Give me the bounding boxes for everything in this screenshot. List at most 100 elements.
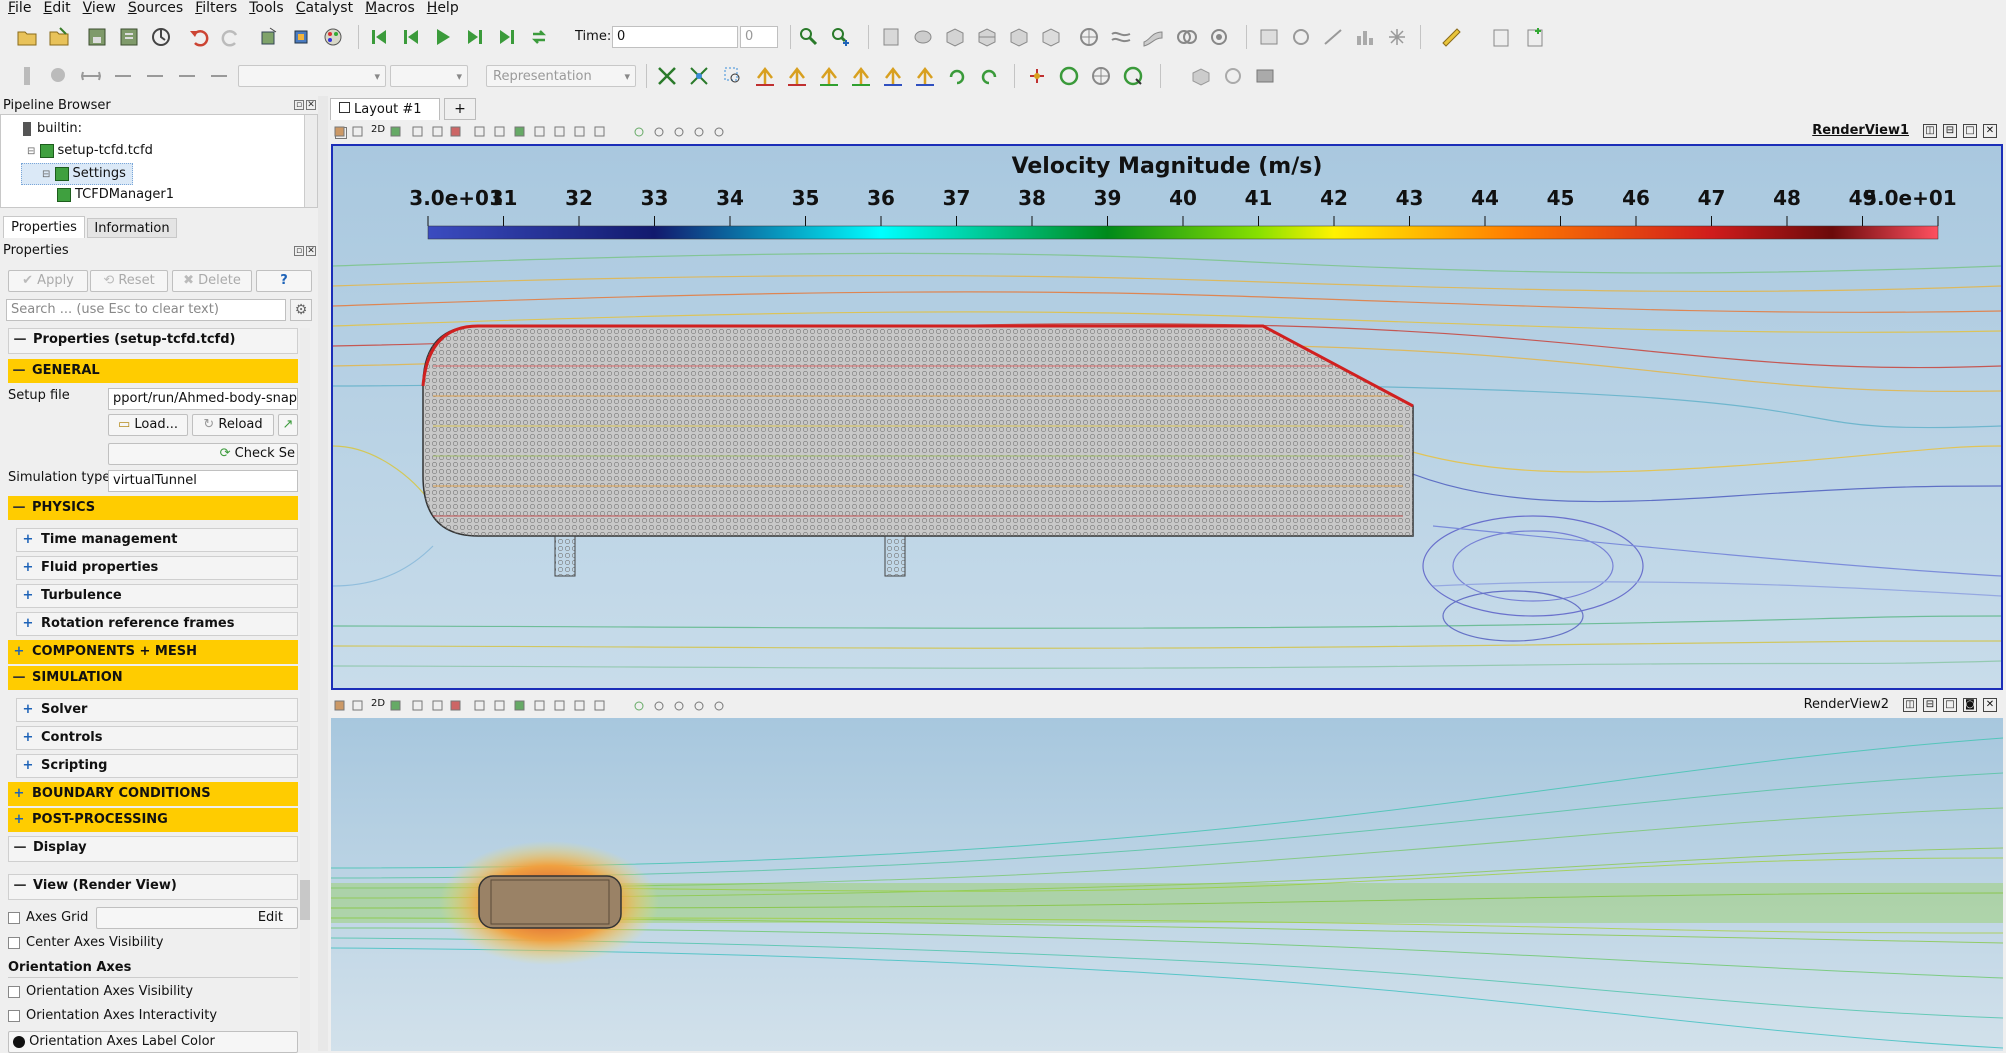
tab-properties[interactable]: Properties — [3, 216, 85, 238]
show-center-icon[interactable] — [1090, 65, 1112, 87]
orientation-label-color-button[interactable]: Orientation Axes Label Color — [8, 1031, 298, 1053]
maximize-icon[interactable]: □ — [1963, 124, 1977, 138]
edit-colormap-icon[interactable] — [48, 65, 70, 87]
help-button[interactable]: ? — [256, 270, 312, 292]
spreadsheet-icon[interactable] — [1386, 26, 1408, 48]
render-view-2[interactable] — [331, 718, 2003, 1051]
rotation-center-icon[interactable] — [1122, 65, 1144, 87]
ruler-icon[interactable] — [1440, 26, 1462, 48]
menu-edit[interactable]: Edit — [43, 0, 71, 16]
last-frame-icon[interactable] — [496, 26, 518, 48]
contour-icon[interactable] — [912, 26, 934, 48]
pick-center-icon[interactable] — [1026, 65, 1048, 87]
clip-icon[interactable] — [944, 26, 966, 48]
split-horizontal-icon[interactable]: ◫ — [1923, 124, 1937, 138]
rotate-minus-90-icon[interactable] — [978, 65, 1000, 87]
time-input[interactable]: 0 — [612, 26, 738, 48]
palette-icon[interactable] — [322, 26, 344, 48]
group-simulation[interactable]: — SIMULATION — [8, 666, 298, 690]
reset-camera-icon[interactable] — [656, 65, 678, 87]
splitter-handle[interactable] — [318, 96, 328, 1051]
sub-turbulence[interactable]: + Turbulence — [16, 584, 298, 608]
new-document-icon[interactable] — [1524, 26, 1546, 48]
tab-information[interactable]: Information — [87, 218, 177, 238]
check-setup-button[interactable]: ⟳ Check Se — [108, 443, 298, 465]
pipeline-item-tcfdmanager[interactable]: TCFDManager1 — [57, 185, 174, 205]
pipeline-scrollbar[interactable] — [304, 115, 317, 207]
render-view-1[interactable]: Velocity Magnitude (m/s) 3.0e+01 31 32 33 34… — [331, 144, 2003, 690]
pipeline-item-builtin[interactable]: builtin: — [23, 119, 82, 139]
group-post-processing[interactable]: + POST-PROCESSING — [8, 808, 298, 832]
reset-button[interactable]: ⟲ Reset — [90, 270, 168, 292]
section-view-render[interactable]: — View (Render View) — [8, 874, 298, 900]
add-layout-button[interactable]: + — [444, 98, 476, 120]
load-state-icon[interactable] — [118, 26, 140, 48]
section-display[interactable]: — Display — [8, 836, 298, 862]
time-index-spinbox[interactable]: 0 — [740, 26, 778, 48]
rescale-custom-icon[interactable] — [112, 65, 134, 87]
sub-rotation-frames[interactable]: + Rotation reference frames — [16, 612, 298, 636]
loop-icon[interactable] — [528, 26, 550, 48]
slice-icon[interactable] — [976, 26, 998, 48]
clipboard-icon[interactable] — [1490, 26, 1512, 48]
properties-scrollbar[interactable] — [300, 328, 310, 1050]
pipeline-item-setup[interactable]: ⊟ setup-tcfd.tcfd — [27, 143, 153, 158]
select-cells-icon[interactable] — [1190, 65, 1212, 87]
zoom-to-box-icon[interactable] — [722, 65, 744, 87]
extract-level-icon[interactable] — [1208, 26, 1230, 48]
pipeline-item-settings[interactable]: ⊟ Settings — [21, 163, 133, 185]
group-boundary-conditions[interactable]: + BOUNDARY CONDITIONS — [8, 782, 298, 806]
calculator-icon[interactable] — [880, 26, 902, 48]
tab-layout-1[interactable]: Layout #1 ✕ — [330, 98, 440, 139]
orientation-interactivity-checkbox[interactable] — [8, 1010, 20, 1022]
split-vertical-icon[interactable]: ⊟ — [1923, 698, 1937, 712]
connect-icon[interactable] — [150, 26, 172, 48]
undock-properties-icon[interactable]: ▫ — [294, 246, 304, 256]
reload-button[interactable]: ↻ Reload — [192, 414, 274, 436]
advanced-gear-icon[interactable]: ⚙ — [290, 299, 312, 321]
sub-scripting[interactable]: + Scripting — [16, 754, 298, 778]
select-points-icon[interactable] — [1222, 65, 1244, 87]
sub-time-management[interactable]: + Time management — [16, 528, 298, 552]
menu-macros[interactable]: Macros — [365, 0, 415, 16]
extra-button[interactable]: ↗ — [278, 414, 298, 436]
group-components-mesh[interactable]: + COMPONENTS + MESH — [8, 640, 298, 664]
view-plus-x-icon[interactable] — [754, 65, 776, 87]
rescale-time-icon[interactable] — [144, 65, 166, 87]
reset-center-icon[interactable] — [1058, 65, 1080, 87]
query-icon[interactable] — [830, 26, 852, 48]
view-minus-y-icon[interactable] — [850, 65, 872, 87]
view2-tool-icons[interactable] — [333, 697, 733, 715]
save-state-icon[interactable] — [86, 26, 108, 48]
rotate-plus-90-icon[interactable] — [946, 65, 968, 87]
camera-redo-icon[interactable] — [290, 26, 312, 48]
axes-grid-edit-button[interactable]: Edit — [96, 907, 298, 929]
menu-view[interactable]: View — [82, 0, 116, 16]
open-folder-icon[interactable] — [16, 26, 38, 48]
rescale-range-icon[interactable] — [80, 65, 102, 87]
variable-selector[interactable] — [238, 65, 386, 88]
find-data-icon[interactable] — [798, 26, 820, 48]
close-view-icon[interactable]: ✕ — [1983, 124, 1997, 138]
timer-icon[interactable] — [1290, 26, 1312, 48]
split-vertical-icon[interactable]: ⊟ — [1943, 124, 1957, 138]
setup-file-input[interactable]: pport/run/Ahmed-body-snappy/t — [108, 388, 298, 410]
group-general[interactable]: — GENERAL — [8, 359, 298, 383]
load-button[interactable]: ▭ Load... — [108, 414, 188, 436]
representation-selector[interactable]: Representation — [486, 65, 636, 88]
menu-help[interactable]: Help — [426, 0, 459, 16]
menu-sources[interactable]: Sources — [127, 0, 184, 16]
undock-pipeline-icon[interactable]: ▫ — [294, 100, 304, 110]
sub-solver[interactable]: + Solver — [16, 698, 298, 722]
plot-over-line-icon[interactable] — [1322, 26, 1344, 48]
close-pipeline-icon[interactable]: ✕ — [306, 100, 316, 110]
view-minus-z-icon[interactable] — [914, 65, 936, 87]
view1-tool-icons[interactable] — [333, 123, 733, 141]
properties-scrollbar-thumb[interactable] — [300, 880, 310, 920]
group-physics[interactable]: — PHYSICS — [8, 496, 298, 520]
orientation-visibility-checkbox[interactable] — [8, 986, 20, 998]
toggle-color-legend-icon[interactable] — [16, 65, 38, 87]
menu-file[interactable]: File — [8, 0, 32, 16]
simulation-type-select[interactable]: virtualTunnel — [108, 470, 298, 492]
axes-grid-checkbox[interactable] — [8, 912, 20, 924]
